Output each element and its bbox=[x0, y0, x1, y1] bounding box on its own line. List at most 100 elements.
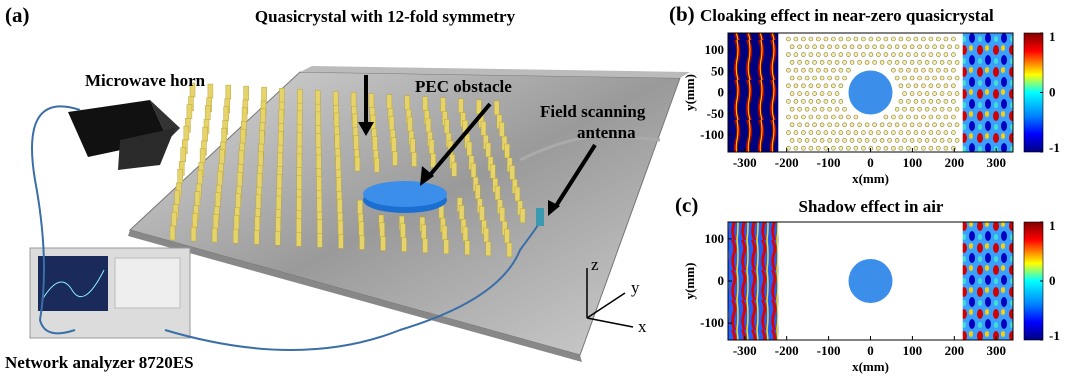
pillar-dot bbox=[824, 146, 828, 150]
pillar-dot bbox=[925, 123, 929, 127]
axis-y: y bbox=[631, 278, 640, 297]
pillar bbox=[359, 222, 364, 236]
annotation: PEC obstacle bbox=[415, 77, 512, 96]
pillar bbox=[255, 216, 260, 230]
field-left bbox=[728, 222, 778, 340]
pillar-dot bbox=[835, 107, 839, 111]
pillar-dot bbox=[831, 68, 835, 72]
pillar-dot bbox=[809, 131, 813, 135]
x-tick-label: 300 bbox=[986, 343, 1006, 358]
pillar-dot bbox=[921, 68, 925, 72]
pillar-dot bbox=[786, 99, 790, 103]
pillar bbox=[262, 87, 267, 101]
pillar-dot bbox=[790, 76, 794, 80]
pillar-dot bbox=[899, 53, 903, 57]
pillar-dot bbox=[933, 92, 937, 96]
pillar bbox=[507, 243, 512, 257]
x-tick-label: -300 bbox=[733, 155, 757, 170]
pillar bbox=[380, 223, 385, 237]
pillar-dot bbox=[839, 99, 843, 103]
pillar-dot bbox=[955, 45, 959, 49]
pillar-dot bbox=[914, 84, 918, 88]
pillar bbox=[441, 98, 446, 112]
pillar-dot bbox=[854, 115, 858, 119]
pillar-dot bbox=[828, 123, 832, 127]
pillar-dot bbox=[850, 45, 854, 49]
pillar bbox=[260, 109, 265, 123]
pillar-dot bbox=[880, 60, 884, 64]
pillar-dot bbox=[906, 37, 910, 41]
pillar bbox=[387, 95, 392, 109]
pillar-dot bbox=[921, 37, 925, 41]
pillar-dot bbox=[839, 68, 843, 72]
pillar-dot bbox=[876, 146, 880, 150]
pillar-dot bbox=[918, 45, 922, 49]
pillar bbox=[317, 233, 322, 247]
pillar-dot bbox=[921, 131, 925, 135]
pillar-dot bbox=[828, 45, 832, 49]
pillar-dot bbox=[880, 123, 884, 127]
pillar bbox=[259, 130, 264, 144]
pillar bbox=[178, 169, 183, 183]
pillar-dot bbox=[869, 37, 873, 41]
pillar bbox=[479, 206, 484, 220]
pillar-dot bbox=[903, 60, 907, 64]
pillar bbox=[476, 100, 481, 114]
pillar-dot bbox=[816, 84, 820, 88]
pillar-dot bbox=[850, 60, 854, 64]
pillar-dot bbox=[940, 107, 944, 111]
pillar bbox=[258, 152, 263, 166]
y-tick-label: 0 bbox=[718, 273, 725, 288]
pillar-dot bbox=[944, 131, 948, 135]
pillar bbox=[184, 126, 189, 140]
pillar bbox=[426, 118, 431, 132]
pillar-dot bbox=[929, 68, 933, 72]
pillar-dot bbox=[906, 115, 910, 119]
pillar bbox=[195, 192, 200, 206]
pillar-dot bbox=[835, 123, 839, 127]
pillar bbox=[459, 205, 464, 219]
pillar-dot bbox=[933, 123, 937, 127]
panel-label: (c) bbox=[675, 193, 698, 217]
pillar bbox=[297, 175, 302, 189]
pillar-dot bbox=[918, 60, 922, 64]
pillar-dot bbox=[805, 92, 809, 96]
pillar-dot bbox=[850, 138, 854, 142]
x-tick-label: 100 bbox=[903, 155, 923, 170]
pillar-dot bbox=[790, 45, 794, 49]
pillar-dot bbox=[899, 68, 903, 72]
pillar-dot bbox=[824, 84, 828, 88]
pillar-dot bbox=[936, 53, 940, 57]
pillar bbox=[175, 191, 180, 205]
pillar-dot bbox=[854, 53, 858, 57]
pillar-dot bbox=[876, 37, 880, 41]
colorbar-tick-label: 0 bbox=[1049, 85, 1056, 100]
x-tick-label: 0 bbox=[867, 155, 874, 170]
pillar-dot bbox=[828, 107, 832, 111]
pillar-dot bbox=[786, 84, 790, 88]
colorbar-tick-label: -1 bbox=[1049, 328, 1060, 343]
pillar-dot bbox=[843, 45, 847, 49]
pillar bbox=[181, 148, 186, 162]
pillar-dot bbox=[786, 53, 790, 57]
pillar bbox=[412, 152, 417, 166]
pillar-dot bbox=[854, 37, 858, 41]
pillar-dot bbox=[801, 99, 805, 103]
pillar-dot bbox=[809, 53, 813, 57]
pillar-dot bbox=[854, 146, 858, 150]
pillar-dot bbox=[933, 45, 937, 49]
pillar-dot bbox=[873, 60, 877, 64]
page: Quasicrystal cloaking figure html, body … bbox=[0, 0, 1073, 377]
pillar-dot bbox=[948, 60, 952, 64]
pillar-dot bbox=[820, 60, 824, 64]
pillar bbox=[369, 94, 374, 108]
pillar-dot bbox=[820, 107, 824, 111]
pillar-dot bbox=[801, 53, 805, 57]
pillar bbox=[316, 112, 321, 126]
pillar-dot bbox=[869, 131, 873, 135]
pillar-dot bbox=[798, 45, 802, 49]
pillar-dot bbox=[846, 115, 850, 119]
pillar bbox=[520, 209, 525, 223]
pillar-dot bbox=[951, 99, 955, 103]
